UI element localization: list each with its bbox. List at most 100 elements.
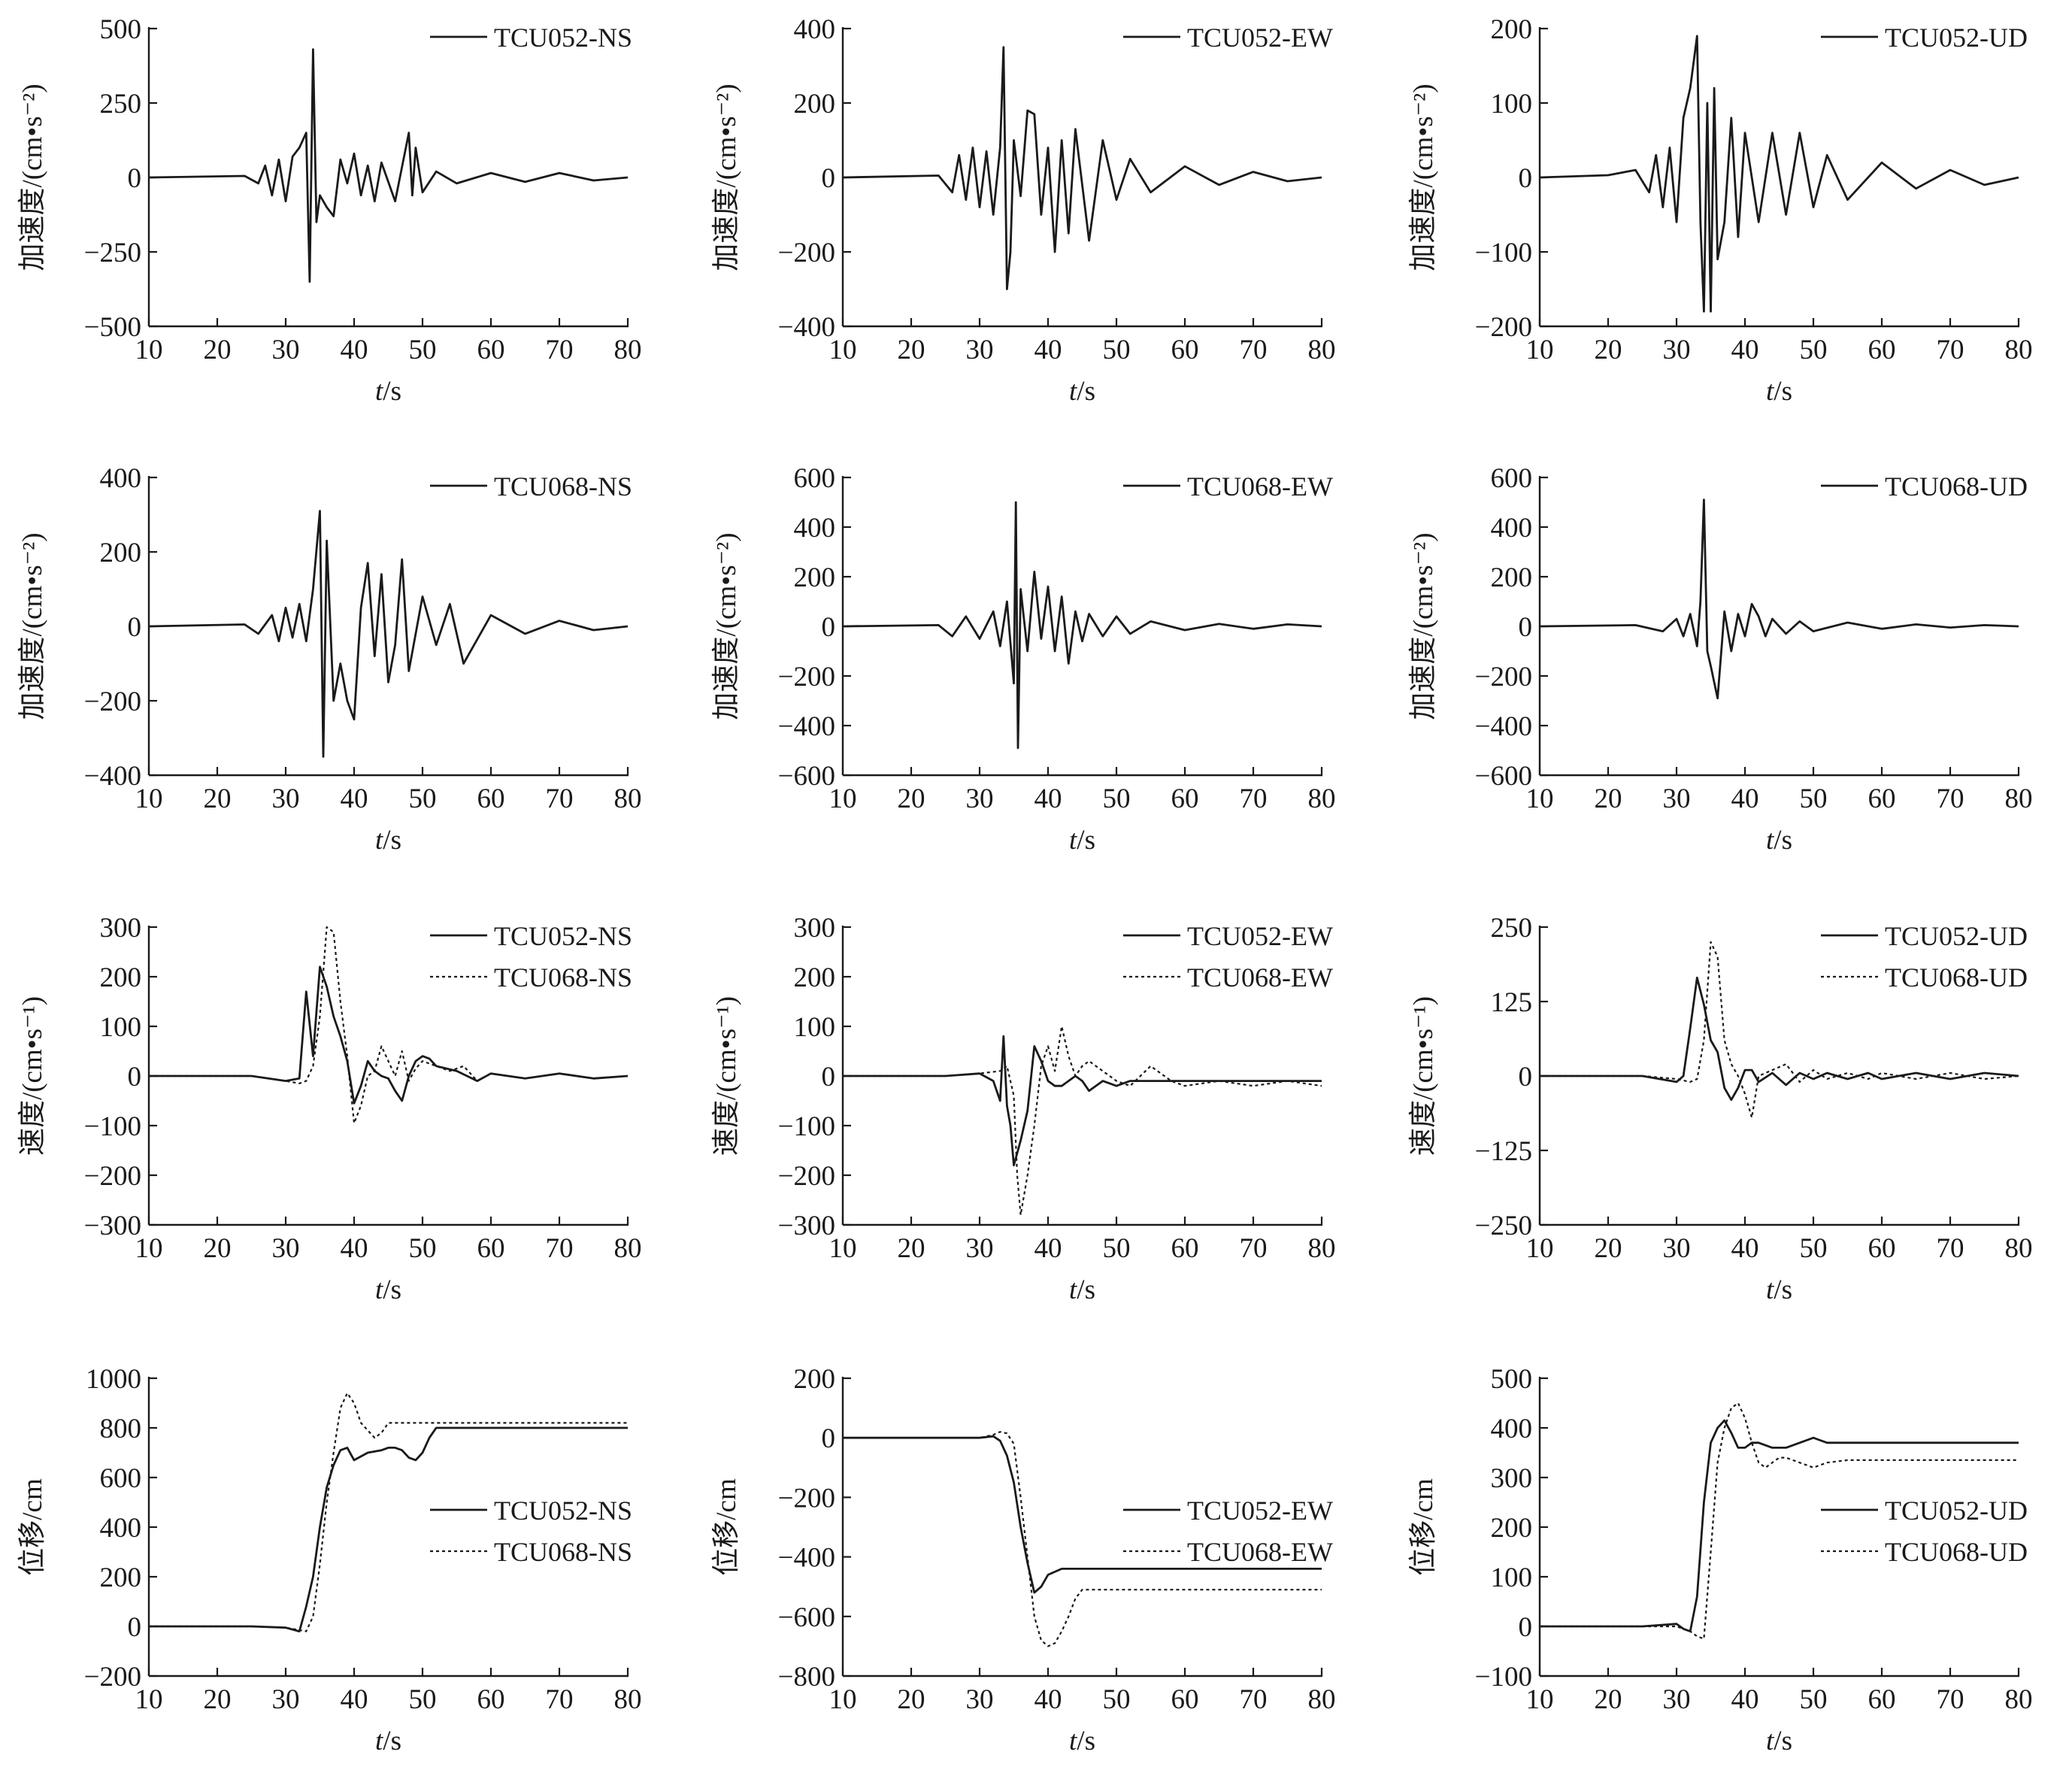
y-tick-label: 300	[1491, 1463, 1533, 1494]
x-axis-label: t/s	[1069, 1274, 1095, 1305]
series-line-tcu068-ns	[148, 510, 629, 758]
x-tick-label: 30	[272, 1684, 300, 1715]
legend-label: TCU068-UD	[1885, 962, 2028, 993]
y-tick-label: 200	[1491, 562, 1533, 593]
x-tick-label: 10	[135, 1233, 163, 1264]
x-tick-label: 30	[1663, 1684, 1691, 1715]
y-tick-label: 200	[794, 562, 836, 593]
y-tick-label: −600	[778, 1602, 835, 1633]
y-tick-label: 600	[1491, 463, 1533, 494]
x-axis-label: t/s	[1069, 825, 1095, 856]
y-axis-label: 加速度/(cm•s⁻²)	[17, 532, 48, 720]
y-axis-label: 速度/(cm•s⁻¹)	[17, 996, 48, 1156]
x-tick-label: 50	[409, 1233, 437, 1264]
x-axis-label: t/s	[1069, 1726, 1095, 1756]
x-tick-label: 20	[204, 1684, 232, 1715]
y-tick-label: 0	[128, 163, 142, 194]
series-line-tcu052-ns	[149, 1426, 628, 1632]
y-tick-label: 400	[794, 513, 836, 544]
y-tick-label: −200	[1475, 662, 1532, 693]
y-axis-label: 位移/cm	[17, 1478, 48, 1576]
x-tick-label: 70	[546, 783, 574, 814]
x-tick-label: 80	[2005, 335, 2033, 365]
x-tick-label: 40	[1731, 1684, 1759, 1715]
x-tick-label: 80	[2005, 1233, 2033, 1264]
legend-label: TCU052-EW	[1187, 1496, 1333, 1526]
x-tick-label: 50	[409, 783, 437, 814]
y-tick-label: −500	[84, 312, 141, 343]
legend-label: TCU068-NS	[494, 1537, 632, 1567]
y-tick-label: 200	[100, 1562, 142, 1593]
y-tick-label: 0	[822, 1423, 836, 1454]
x-tick-label: 70	[546, 335, 574, 365]
x-tick-label: 80	[614, 335, 642, 365]
y-tick-label: −100	[1475, 1662, 1532, 1693]
x-tick-label: 30	[272, 1233, 300, 1264]
x-tick-label: 40	[1034, 335, 1062, 365]
x-tick-label: 20	[1595, 1684, 1622, 1715]
x-tick-label: 70	[1937, 1684, 1964, 1715]
y-tick-label: 400	[100, 463, 142, 494]
x-axis-label: t/s	[1766, 1726, 1792, 1756]
series-line-tcu052-ew	[842, 46, 1322, 290]
y-axis-label: 位移/cm	[1407, 1478, 1439, 1576]
y-tick-label: 500	[1491, 1364, 1533, 1395]
x-tick-label: 80	[1308, 335, 1336, 365]
x-tick-label: 80	[1308, 1233, 1336, 1264]
x-tick-label: 10	[1526, 783, 1554, 814]
y-axis-label: 速度/(cm•s⁻¹)	[1407, 996, 1439, 1156]
legend-label: TCU068-EW	[1187, 471, 1333, 502]
x-tick-label: 60	[1868, 1233, 1896, 1264]
x-tick-label: 80	[1308, 1684, 1336, 1715]
y-tick-label: −250	[1475, 1211, 1532, 1241]
x-tick-label: 20	[1595, 783, 1622, 814]
series-line-tcu068-ew	[843, 1431, 1322, 1647]
x-tick-label: 40	[341, 1684, 368, 1715]
series-line-tcu052-ns	[148, 48, 629, 283]
x-tick-label: 70	[1240, 1684, 1268, 1715]
x-tick-label: 60	[477, 1233, 505, 1264]
y-tick-label: −400	[1475, 711, 1532, 742]
y-tick-label: −200	[778, 1161, 835, 1192]
x-tick-label: 10	[1526, 335, 1554, 365]
legend-label: TCU068-NS	[494, 471, 632, 502]
y-tick-label: 0	[822, 163, 836, 194]
y-tick-label: −200	[84, 686, 141, 717]
x-tick-label: 30	[1663, 1233, 1691, 1264]
y-tick-label: 250	[100, 89, 142, 120]
x-axis-label: t/s	[375, 1726, 401, 1756]
y-tick-label: 125	[1491, 987, 1533, 1018]
x-axis-label: t/s	[1766, 1274, 1792, 1305]
x-tick-label: 10	[829, 783, 857, 814]
x-tick-label: 60	[477, 783, 505, 814]
x-tick-label: 60	[477, 1684, 505, 1715]
series-line-tcu052-ud	[1540, 976, 2019, 1102]
y-axis-label: 加速度/(cm•s⁻²)	[710, 83, 742, 271]
y-tick-label: 400	[794, 14, 836, 45]
y-tick-label: 0	[1519, 1062, 1533, 1093]
y-tick-label: 0	[1519, 1612, 1533, 1643]
x-tick-label: 40	[1731, 335, 1759, 365]
x-tick-label: 10	[135, 783, 163, 814]
x-tick-label: 50	[1800, 783, 1828, 814]
x-tick-label: 20	[204, 783, 232, 814]
series-line-tcu052-ew	[843, 1435, 1322, 1594]
x-tick-label: 60	[1171, 1684, 1199, 1715]
y-tick-label: 0	[822, 612, 836, 643]
series-line-tcu068-ud	[1540, 1402, 2019, 1640]
x-tick-label: 80	[1308, 783, 1336, 814]
y-tick-label: 400	[1491, 513, 1533, 544]
x-axis-label: t/s	[375, 376, 401, 407]
x-tick-label: 80	[614, 783, 642, 814]
series-line-tcu068-ew	[842, 501, 1322, 750]
y-tick-label: 200	[1491, 1513, 1533, 1544]
